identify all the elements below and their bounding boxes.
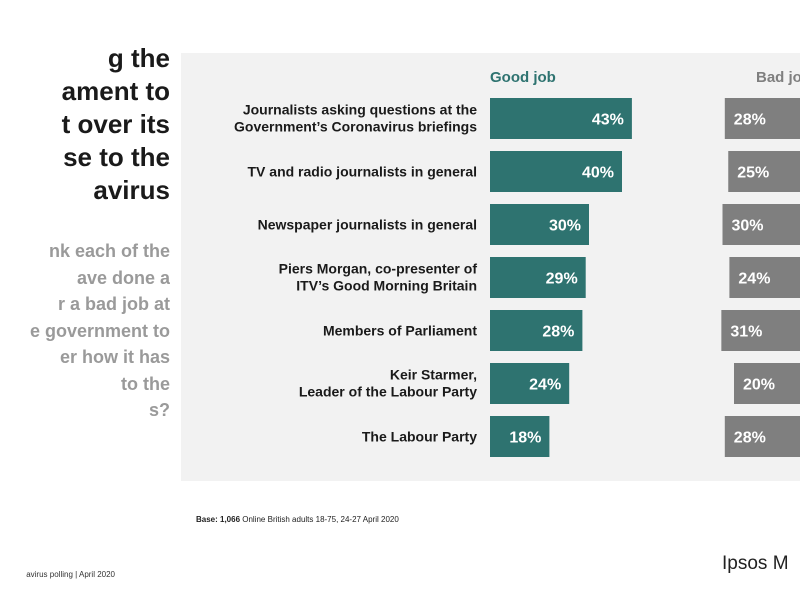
good-job-bar: [490, 204, 589, 245]
good-job-value: 28%: [542, 324, 574, 341]
good-job-bar: [490, 416, 550, 457]
footer-note: avirus polling | April 2020: [0, 570, 115, 579]
category-label-line: The Labour Party: [362, 429, 477, 445]
good-job-value: 29%: [546, 271, 578, 288]
base-note: Base: 1,066 Online British adults 18-75,…: [196, 515, 399, 524]
good-job-bar: [490, 98, 632, 139]
bad-job-bar: [728, 151, 800, 192]
title-line: ament to: [61, 76, 170, 106]
bad-job-value: 20%: [743, 377, 775, 394]
question-line: s?: [148, 400, 170, 420]
category-label: Newspaper journalists in general: [258, 217, 477, 233]
footer-note-text: avirus polling | April 2020: [26, 570, 115, 579]
survey-question: nk each of the ave done a r a bad job at e …: [0, 238, 170, 423]
title-line: avirus: [93, 175, 170, 205]
good-job-value: 18%: [509, 430, 541, 447]
bad-job-bar: [724, 416, 800, 457]
good-job-value: 30%: [549, 218, 581, 235]
bad-job-bar: [721, 310, 800, 351]
title-line: se to the: [63, 142, 170, 172]
bad-job-bar: [722, 204, 800, 245]
title-line: t over its: [61, 109, 170, 139]
category-label-line: TV and radio journalists in general: [248, 164, 478, 180]
good-job-bar: [490, 310, 583, 351]
bad-job-header: Bad jo: [756, 69, 800, 86]
title-line: g the: [107, 43, 170, 73]
bad-job-bar: [734, 363, 800, 404]
category-label: Keir Starmer, Leader of the Labour Party: [299, 367, 477, 400]
good-job-value: 24%: [529, 377, 561, 394]
category-label: The Labour Party: [362, 429, 477, 445]
bad-job-bar: [724, 98, 800, 139]
slide-title: g the ament to t over its se to the avirus: [0, 42, 170, 212]
category-label: Journalists asking questions at the Gover…: [234, 102, 477, 135]
category-label-line: ITV’s Good Morning Britain: [296, 278, 477, 294]
bad-job-value: 24%: [738, 271, 770, 288]
question-line: ave done a: [76, 267, 170, 288]
good-job-bar: [490, 363, 570, 404]
bad-job-value: 25%: [737, 165, 769, 182]
good-job-bar: [490, 151, 622, 192]
category-label-line: Newspaper journalists in general: [258, 217, 477, 233]
bad-job-value: 28%: [734, 112, 766, 129]
category-label: TV and radio journalists in general: [248, 164, 478, 180]
category-label-line: Leader of the Labour Party: [299, 384, 477, 400]
slide-title-text: g the ament to t over its se to the avirus: [62, 43, 170, 205]
good-job-value: 40%: [582, 165, 614, 182]
category-label-line: Journalists asking questions at the: [243, 102, 477, 118]
bad-job-value: 30%: [732, 218, 764, 235]
good-job-value: 43%: [592, 112, 624, 129]
good-job-header: Good job: [490, 69, 556, 86]
question-line: to the: [121, 373, 170, 394]
category-label-line: Piers Morgan, co-presenter of: [279, 261, 478, 277]
category-label-line: Keir Starmer,: [390, 367, 477, 383]
bad-job-bar: [729, 257, 800, 298]
base-note-text: Online British adults 18-75, 24-27 April…: [240, 515, 399, 524]
category-label: Piers Morgan, co-presenter of ITV’s Good …: [279, 261, 478, 294]
good-job-bar: [490, 257, 586, 298]
base-note-label: Base: 1,066: [196, 515, 241, 524]
category-label-line: Members of Parliament: [323, 323, 477, 339]
category-label: Members of Parliament: [323, 323, 477, 339]
bad-job-value: 31%: [730, 324, 762, 341]
question-line: er how it has: [59, 347, 170, 367]
survey-question-text: nk each of the ave done a r a bad job at e …: [30, 241, 170, 420]
question-line: nk each of the: [48, 241, 170, 261]
ipsos-logo: Ipsos M: [722, 553, 789, 574]
category-label-line: Government’s Coronavirus briefings: [234, 119, 477, 135]
question-line: r a bad job at: [57, 294, 170, 314]
bad-job-value: 28%: [734, 430, 766, 447]
question-line: e government to: [29, 320, 170, 341]
